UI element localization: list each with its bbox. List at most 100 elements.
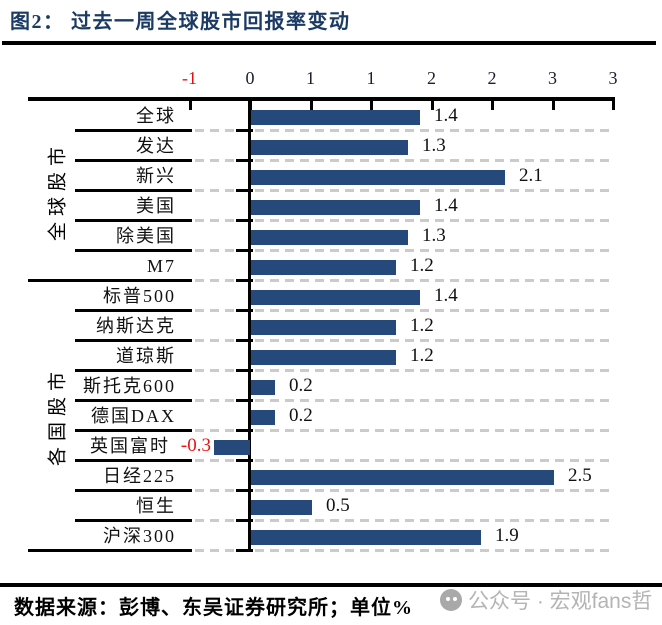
row-label: M7 xyxy=(146,256,176,276)
row-gridline-dashed xyxy=(195,369,614,372)
x-axis-tick-label: 1 xyxy=(306,68,315,88)
bar xyxy=(251,200,420,215)
zero-axis-line xyxy=(248,97,251,552)
x-axis-tick xyxy=(249,101,252,110)
bar-value-label: 0.2 xyxy=(289,375,313,396)
row-label: 日经225 xyxy=(103,466,176,486)
row-label: 道琼斯 xyxy=(116,346,176,366)
row-gridline-dashed xyxy=(195,189,614,192)
row-gridline-dashed xyxy=(195,219,614,222)
category-axis-tick xyxy=(236,549,253,552)
source-note: 数据来源：彭博、东吴证券研究所；单位% xyxy=(14,597,413,619)
row-label: 沪深300 xyxy=(103,526,176,546)
row-separator-line xyxy=(75,129,192,132)
row-label: 标普500 xyxy=(103,286,176,306)
x-axis-tick-label: 2 xyxy=(487,68,497,88)
bar-value-label: 1.2 xyxy=(410,315,434,336)
row-label: 美国 xyxy=(136,196,176,216)
category-axis-tick xyxy=(236,459,253,462)
row-separator-line xyxy=(75,369,192,372)
row-gridline-dashed xyxy=(195,459,614,462)
row-label: 全球 xyxy=(136,106,176,126)
bar xyxy=(251,260,396,275)
category-axis-tick xyxy=(236,519,253,522)
row-gridline-dashed xyxy=(195,249,614,252)
row-label: 发达 xyxy=(136,136,176,156)
row-separator-line xyxy=(75,339,192,342)
figure-title: 图2： 过去一周全球股市回报率变动 xyxy=(10,11,351,33)
x-axis-tick-label: 1 xyxy=(366,68,376,88)
bar-value-label: 2.5 xyxy=(568,465,592,486)
bar-value-label: 1.2 xyxy=(410,345,434,366)
category-axis-tick xyxy=(236,369,253,372)
x-axis-tick xyxy=(370,101,373,110)
category-axis-tick xyxy=(236,309,253,312)
row-separator-line xyxy=(75,249,192,252)
category-axis-tick xyxy=(236,279,253,282)
bar-value-label: 0.2 xyxy=(289,405,313,426)
row-label: 斯托克600 xyxy=(83,376,176,396)
category-axis-tick xyxy=(236,129,253,132)
bar-value-label: 1.3 xyxy=(422,135,446,156)
group-label: 各国股市 xyxy=(47,365,69,467)
bar xyxy=(251,140,408,155)
bar xyxy=(251,320,396,335)
row-label: 除美国 xyxy=(116,226,176,246)
bar-value-label: 0.5 xyxy=(326,495,350,516)
category-axis-tick xyxy=(236,399,253,402)
x-axis-tick-label: 3 xyxy=(548,68,557,88)
group-label: 全球股市 xyxy=(47,140,69,242)
bar-value-label: 1.4 xyxy=(434,285,458,306)
row-separator-line xyxy=(75,459,192,462)
bar-value-label: 1.9 xyxy=(495,525,519,546)
row-gridline-dashed xyxy=(195,309,614,312)
row-gridline-dashed xyxy=(195,339,614,342)
row-gridline-dashed xyxy=(195,429,614,432)
bar xyxy=(251,350,396,365)
row-gridline-dashed xyxy=(195,279,614,282)
x-axis-line xyxy=(28,97,615,101)
row-gridline-dashed xyxy=(195,549,614,552)
x-axis-tick-label: -1 xyxy=(182,68,197,88)
bar xyxy=(214,440,250,455)
category-axis-tick xyxy=(236,249,253,252)
group-separator-line xyxy=(28,549,192,552)
bar xyxy=(251,380,275,395)
bar xyxy=(251,500,312,515)
row-separator-line xyxy=(75,489,192,492)
bar-value-label: 2.1 xyxy=(519,165,543,186)
row-gridline-dashed xyxy=(195,129,614,132)
x-axis-tick xyxy=(551,101,555,110)
bar xyxy=(251,410,275,425)
bar xyxy=(251,530,481,545)
x-axis-tick-label: 2 xyxy=(427,68,436,88)
x-axis-tick xyxy=(491,101,494,110)
row-gridline-dashed xyxy=(195,489,614,492)
x-axis-tick xyxy=(188,101,192,110)
category-axis-tick xyxy=(236,219,253,222)
x-axis-tick-label: 3 xyxy=(608,68,618,88)
row-separator-line xyxy=(75,309,192,312)
row-gridline-dashed xyxy=(195,399,614,402)
bar xyxy=(251,170,505,185)
watermark-text: 公众号 · 宏观fans哲 xyxy=(468,590,653,613)
row-separator-line xyxy=(75,189,192,192)
footer-divider xyxy=(0,583,662,587)
category-axis-tick xyxy=(236,339,253,342)
row-separator-line xyxy=(75,159,192,162)
bar-value-label: 1.4 xyxy=(434,195,458,216)
category-axis-tick xyxy=(236,159,253,162)
row-separator-line xyxy=(75,429,192,432)
row-label: 英国富时 xyxy=(90,436,170,456)
group-separator-line xyxy=(28,279,192,282)
bar xyxy=(251,470,554,485)
wechat-official-account-icon xyxy=(440,589,462,611)
category-axis-tick xyxy=(236,489,253,492)
row-gridline-dashed xyxy=(195,159,614,162)
bar xyxy=(251,110,420,125)
row-separator-line xyxy=(75,219,192,222)
row-gridline-dashed xyxy=(195,519,614,522)
watermark: 公众号 · 宏观fans哲 xyxy=(440,585,652,615)
